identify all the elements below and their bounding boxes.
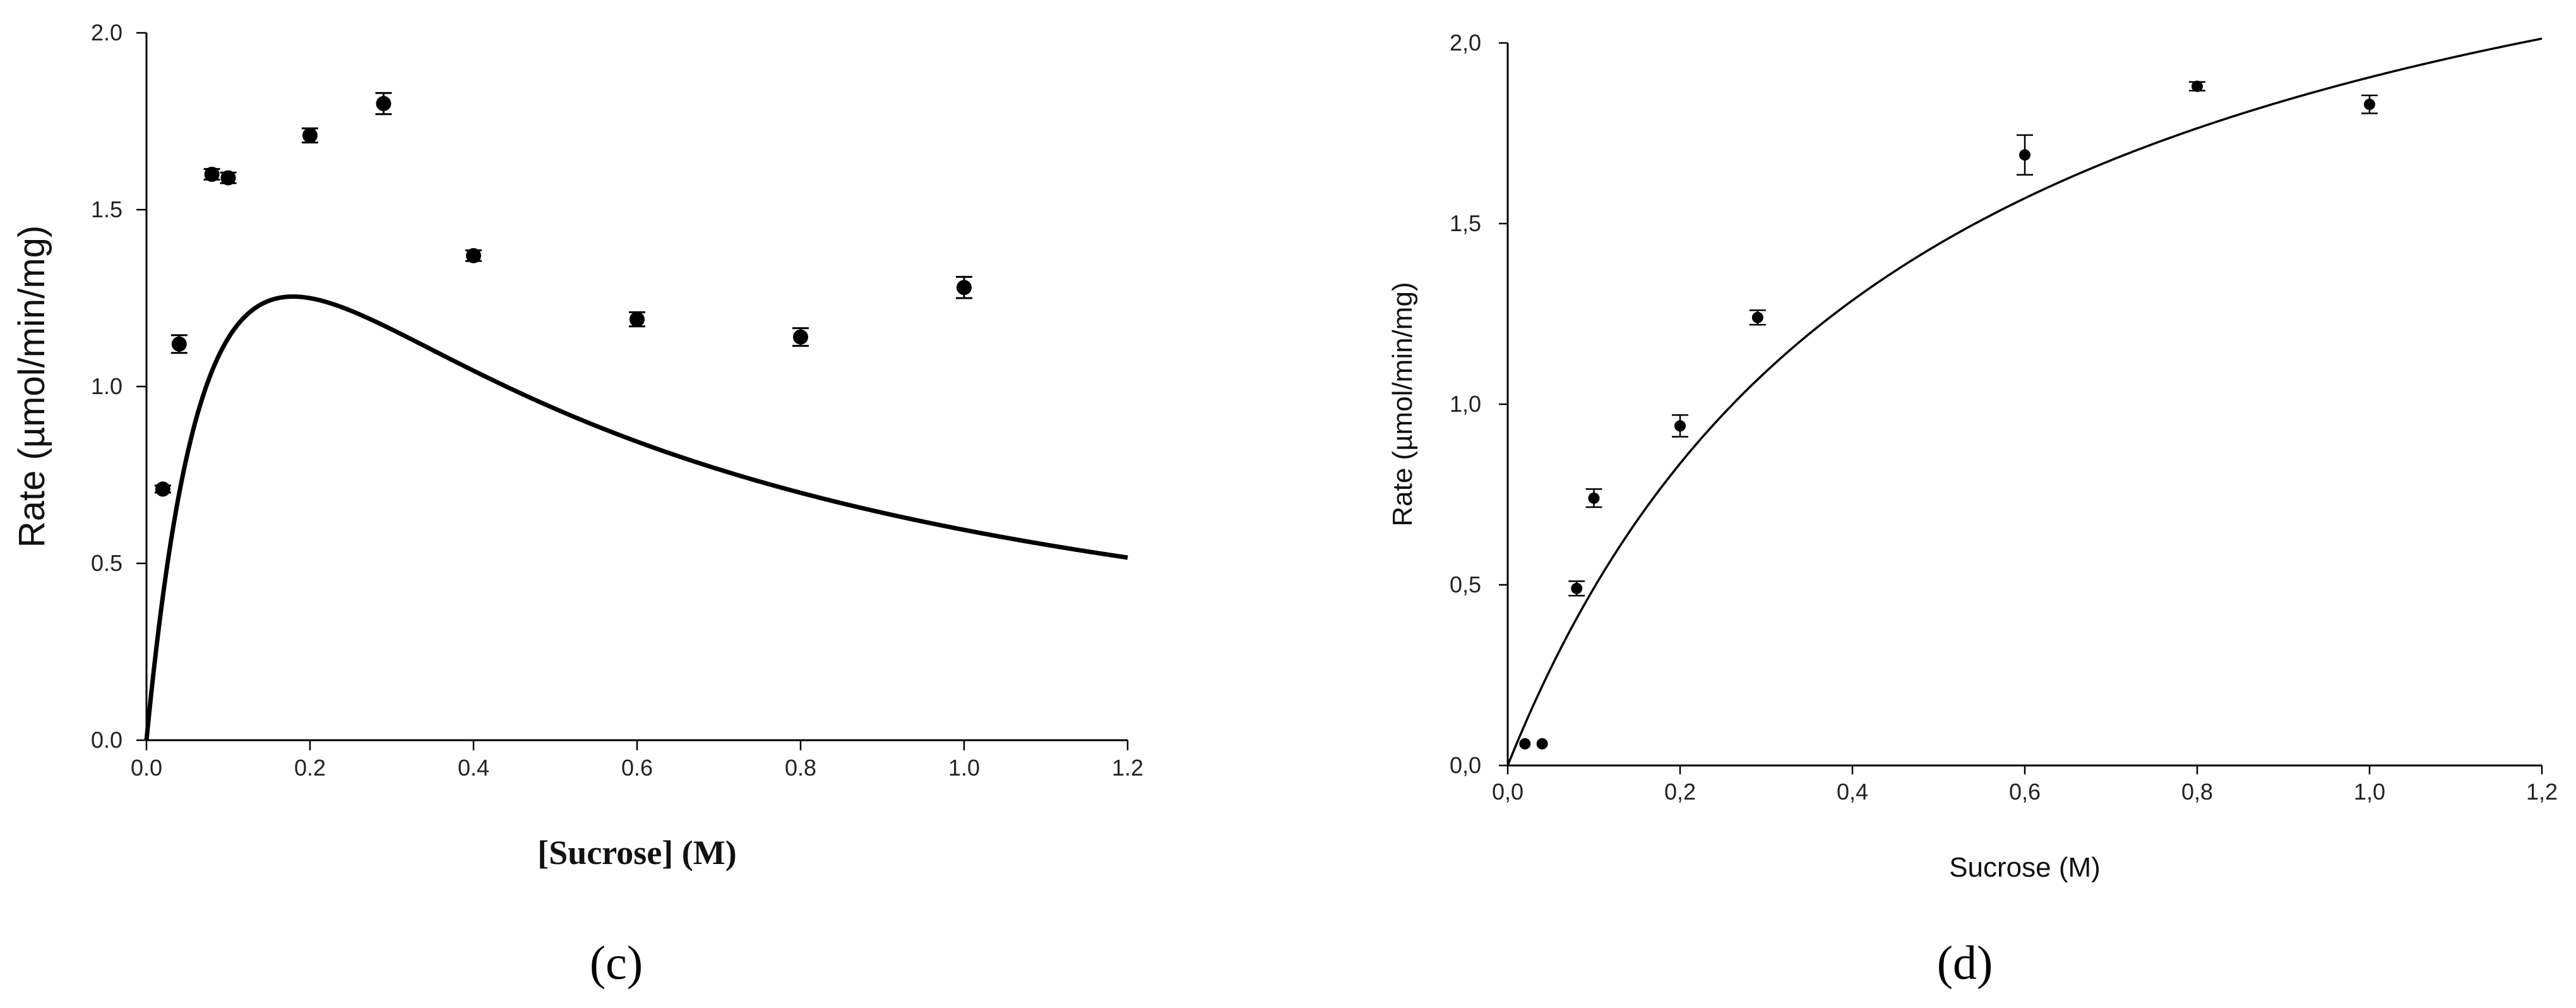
y-tick-label: 2.0 <box>91 20 122 45</box>
x-tick-label: 0.6 <box>621 755 653 781</box>
x-tick-label: 1.2 <box>1112 755 1143 781</box>
data-point <box>629 311 645 327</box>
y-axis-title: Rate (µmol/min/mg) <box>11 225 52 548</box>
y-tick-label: 0.0 <box>91 727 122 753</box>
x-tick-label: 1.0 <box>948 755 980 781</box>
x-tick-label: 1,0 <box>2354 779 2385 805</box>
data-point <box>220 170 236 186</box>
data-point <box>155 481 170 497</box>
y-tick-label: 1.0 <box>91 373 122 399</box>
data-point <box>1536 738 1548 750</box>
panel-label: (c) <box>590 937 643 990</box>
data-point <box>1588 492 1600 504</box>
x-tick-label: 0,4 <box>1837 779 1868 805</box>
chart-panel-c: 0.0 0.2 0.4 0.6 0.8 1.0 1.2 0.0 0.5 1.0 1.5 2.0 [Suc… <box>11 20 1143 990</box>
x-tick-label: 1,2 <box>2526 779 2558 805</box>
x-tick-label: 0.0 <box>131 755 162 781</box>
data-point <box>302 128 318 143</box>
chart-panel-d: 0,0 0,2 0,4 0,6 0,8 1,0 1,2 0,0 0,5 1,0 1,5 2,0 Sucr… <box>1387 30 2558 990</box>
y-tick-label: 0.5 <box>91 550 122 576</box>
x-tick-label: 0,8 <box>2181 779 2213 805</box>
fit-curve <box>1506 37 2543 766</box>
data-point <box>204 167 220 182</box>
data-point <box>1519 738 1531 750</box>
x-tick-label: 0.8 <box>785 755 816 781</box>
data-point <box>2019 149 2030 161</box>
y-axis-title: Rate (µmol/min/mg) <box>1387 282 1418 526</box>
data-point <box>793 329 808 345</box>
y-tick-label: 1.5 <box>91 196 122 222</box>
data-point <box>2191 80 2203 92</box>
x-tick-label: 0.4 <box>458 755 489 781</box>
x-tick-label: 0.2 <box>294 755 326 781</box>
data-point <box>1751 311 1763 323</box>
y-tick-label: 1,0 <box>1450 391 1481 417</box>
data-point <box>466 248 481 263</box>
y-tick-label: 0,5 <box>1450 572 1481 597</box>
data-point <box>957 280 972 296</box>
x-axis-title: [Sucrose] (M) <box>537 834 736 872</box>
data-point <box>376 96 391 111</box>
x-tick-label: 0,2 <box>1664 779 1696 805</box>
x-tick-label: 0,6 <box>2009 779 2041 805</box>
data-point <box>1674 420 1686 432</box>
y-tick-label: 1,5 <box>1450 210 1481 236</box>
x-axis-title: Sucrose (M) <box>1949 852 2101 883</box>
data-point <box>171 336 187 352</box>
y-tick-label: 0,0 <box>1450 752 1481 778</box>
panel-label: (d) <box>1937 937 1993 990</box>
y-tick-label: 2,0 <box>1450 30 1481 56</box>
data-point <box>2364 99 2375 111</box>
x-tick-label: 0,0 <box>1492 779 1524 805</box>
fit-curve <box>144 294 1128 741</box>
data-point <box>1571 582 1583 594</box>
